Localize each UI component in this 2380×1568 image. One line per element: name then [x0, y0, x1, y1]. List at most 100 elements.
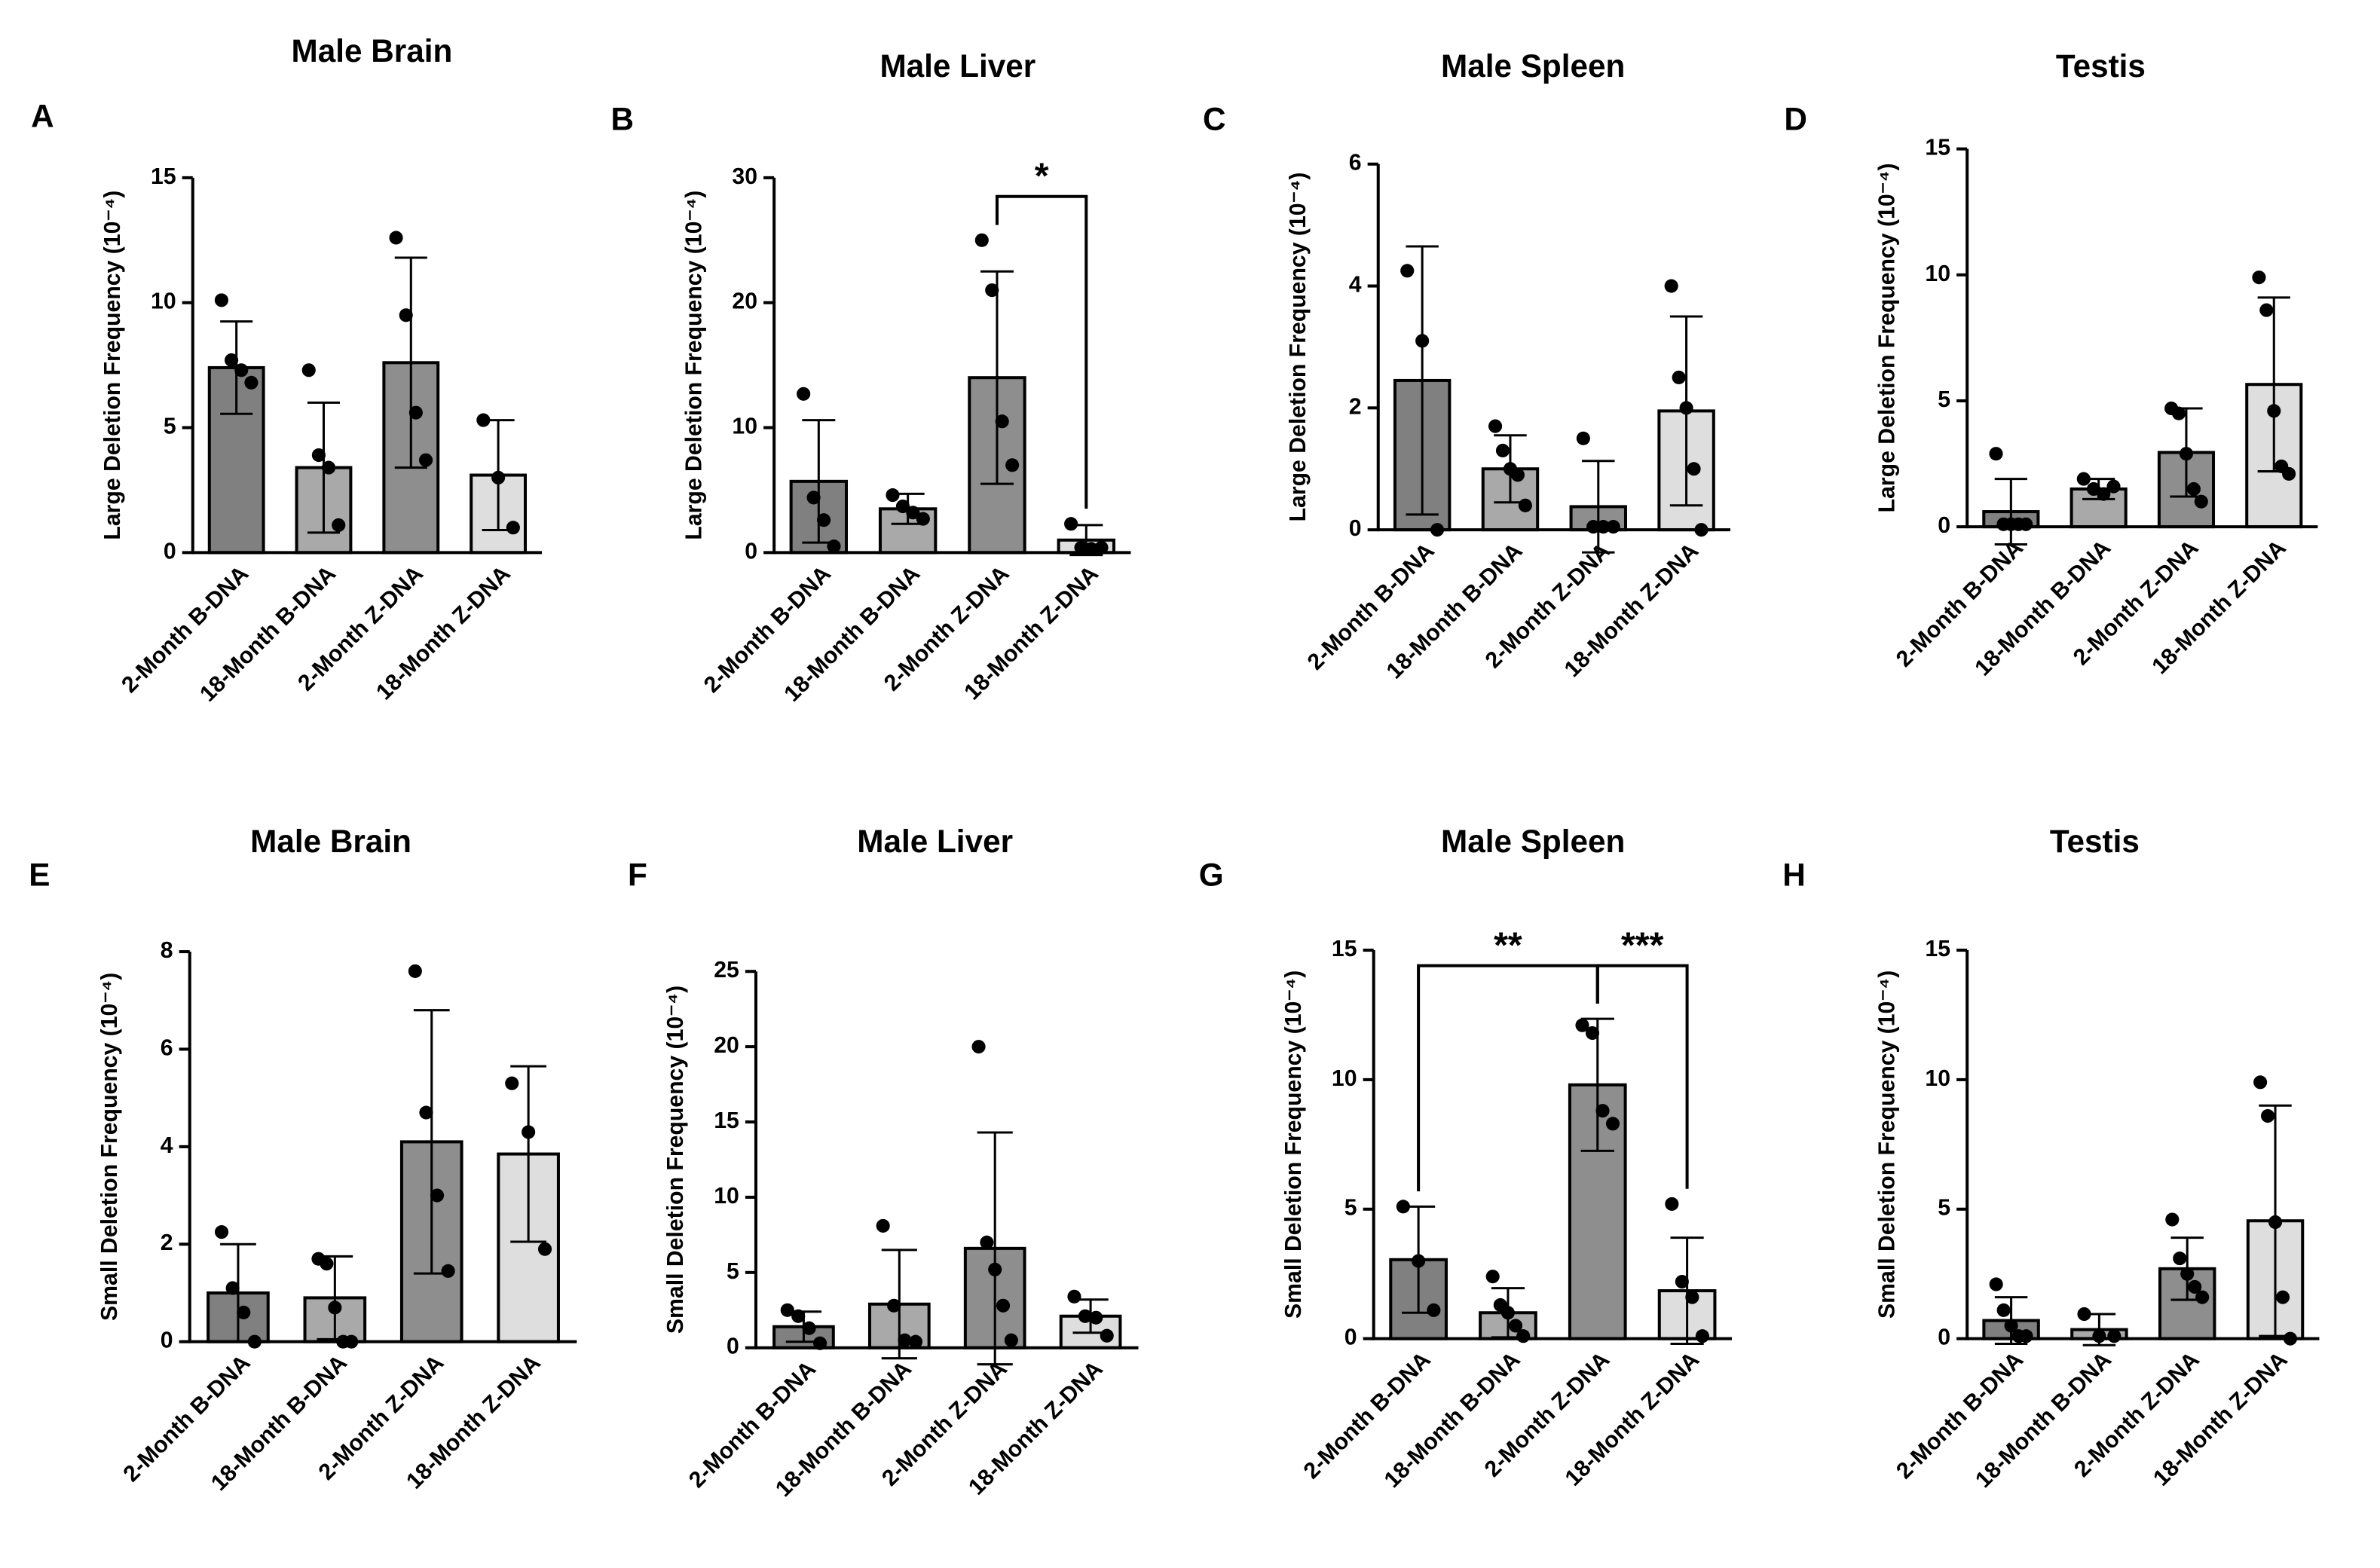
chart-title: Testis — [2056, 48, 2146, 84]
error-bar — [510, 1065, 547, 1243]
data-point — [974, 233, 989, 247]
y-tick-label: 0 — [161, 1328, 173, 1353]
data-point — [916, 512, 930, 526]
data-point — [1672, 370, 1686, 384]
data-point — [1510, 468, 1525, 482]
error-bar — [1669, 315, 1703, 507]
data-point — [2171, 406, 2186, 420]
data-point — [399, 308, 413, 322]
data-point — [1687, 462, 1701, 476]
data-point — [2019, 1329, 2033, 1343]
y-tick-label: 15 — [714, 1108, 739, 1133]
y-tick-label: 5 — [164, 414, 176, 439]
data-point — [419, 1105, 433, 1120]
y-tick-label: 20 — [732, 289, 757, 314]
data-point — [1675, 1274, 1689, 1289]
data-point — [996, 1298, 1011, 1313]
data-point — [2186, 481, 2201, 497]
data-point — [2194, 494, 2208, 509]
data-point — [311, 448, 326, 463]
significance-label: * — [1035, 155, 1049, 196]
data-point — [244, 375, 258, 390]
error-bar — [891, 492, 925, 525]
panel-letter: B — [610, 102, 634, 137]
data-point — [1595, 1104, 1610, 1118]
error-bar — [2257, 296, 2290, 473]
data-point — [906, 506, 920, 520]
chart-title: Male Spleen — [1441, 824, 1625, 859]
error-bar — [785, 1310, 822, 1343]
data-point — [1664, 279, 1678, 293]
error-bar — [977, 1131, 1013, 1366]
y-tick-label: 15 — [1332, 937, 1357, 961]
data-point — [2188, 1279, 2202, 1294]
y-tick-label: 4 — [1349, 273, 1362, 298]
data-point — [225, 1281, 240, 1295]
data-point — [301, 363, 316, 377]
error-bar — [2170, 407, 2203, 498]
data-point — [2259, 303, 2274, 317]
data-point — [1665, 1197, 1679, 1211]
y-tick-label: 10 — [732, 414, 757, 439]
panel-letter: E — [29, 857, 50, 893]
data-point — [234, 363, 249, 377]
error-bar — [317, 1255, 353, 1340]
error-bar — [2259, 1104, 2292, 1337]
y-tick-label: 0 — [745, 539, 757, 564]
y-axis-label: Large Deletion Frequency (10⁻⁴) — [100, 191, 125, 540]
y-axis-label: Small Deletion Frequency (10⁻⁴) — [1281, 970, 1306, 1319]
data-point — [2019, 517, 2033, 531]
data-point — [2261, 1108, 2275, 1123]
y-tick-label: 0 — [1938, 513, 1950, 538]
data-point — [1078, 1309, 1092, 1323]
data-point — [1606, 520, 1620, 534]
y-tick-label: 10 — [714, 1184, 739, 1209]
data-point — [1495, 443, 1510, 458]
data-point — [225, 353, 239, 368]
error-bar — [394, 256, 427, 469]
data-point — [214, 1225, 229, 1239]
error-bar — [1994, 1296, 2028, 1346]
data-point — [908, 1334, 923, 1349]
y-axis-label: Small Deletion Frequency (10⁻⁴) — [97, 973, 122, 1321]
panel-letter: F — [628, 857, 647, 893]
data-point — [1089, 1310, 1103, 1325]
error-bar — [1994, 478, 2027, 546]
error-bar — [802, 419, 836, 544]
data-point — [898, 1333, 912, 1347]
panel-letter: H — [1782, 857, 1806, 893]
data-point — [876, 1218, 890, 1233]
y-axis-label: Small Deletion Frequency (10⁻⁴) — [1874, 970, 1899, 1319]
chart-title: Testis — [2050, 824, 2140, 859]
y-tick-label: 15 — [1925, 136, 1950, 160]
y-tick-label: 10 — [1332, 1066, 1357, 1091]
data-point — [1585, 1025, 1600, 1041]
error-bar — [2170, 1236, 2204, 1301]
panel-letter: A — [31, 99, 54, 134]
data-point — [1488, 419, 1503, 433]
data-point — [797, 387, 811, 401]
data-point — [1509, 1319, 1523, 1333]
data-point — [332, 518, 346, 532]
data-point — [389, 231, 403, 245]
data-point — [2106, 479, 2121, 494]
data-point — [1094, 540, 1109, 555]
data-point — [886, 488, 900, 503]
data-point — [1400, 264, 1415, 278]
data-point — [895, 499, 910, 514]
data-point — [1485, 1270, 1500, 1284]
data-point — [1516, 1329, 1531, 1343]
data-point — [1575, 1018, 1589, 1032]
y-axis-label: Large Deletion Frequency (10⁻⁴) — [1874, 163, 1899, 512]
data-point — [980, 1235, 994, 1249]
y-tick-label: 5 — [1344, 1196, 1357, 1221]
panel-letter: D — [1784, 102, 1807, 137]
y-tick-label: 0 — [727, 1334, 739, 1359]
data-point — [2165, 1212, 2180, 1227]
y-axis-label: Large Deletion Frequency (10⁻⁴) — [681, 191, 706, 540]
y-tick-label: 25 — [714, 958, 739, 983]
data-point — [1996, 1303, 2011, 1317]
error-bar — [1582, 460, 1615, 554]
error-bar — [1402, 1205, 1436, 1314]
chart-title: Male Spleen — [1441, 48, 1625, 84]
